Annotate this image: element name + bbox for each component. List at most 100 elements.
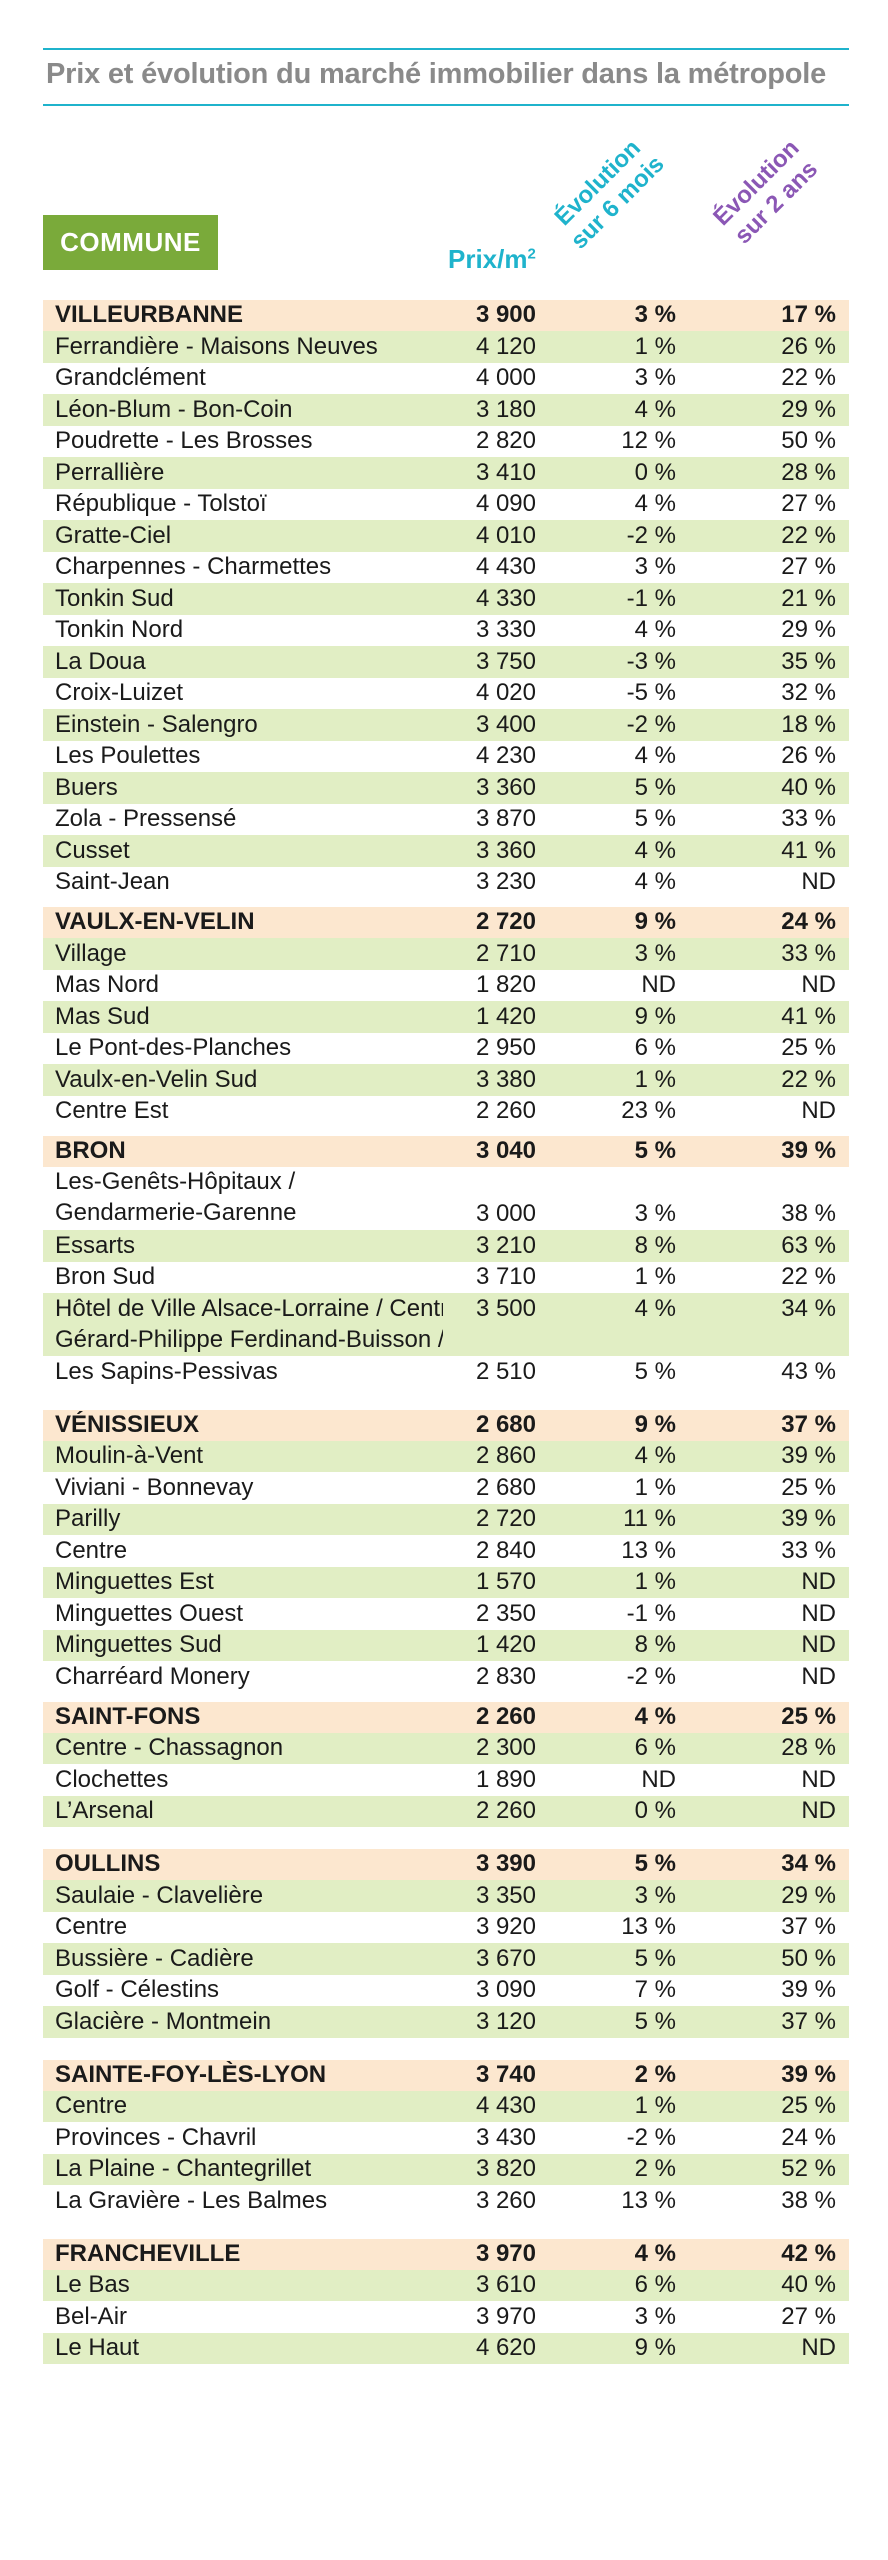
- row-name: Le Pont-des-Planches: [55, 1034, 292, 1061]
- row-evolution-6m: -1 %: [626, 1599, 676, 1627]
- district-row: Bron Sud 3 710 1 % 22 %: [43, 1261, 849, 1293]
- row-name: Provinces - Chavril: [55, 2123, 257, 2151]
- row-evolution-2y: 22 %: [781, 364, 836, 391]
- row-evolution-2y: 40 %: [781, 2271, 836, 2298]
- row-evolution-2y: 34 %: [781, 1850, 836, 1877]
- section-spacer: [43, 1827, 849, 1849]
- row-price: 3 090: [475, 1976, 536, 2003]
- district-row: Minguettes Est 1 570 1 % ND: [43, 1566, 849, 1598]
- row-price: 4 330: [475, 584, 536, 612]
- district-row: Minguettes Sud 1 420 8 % ND: [43, 1629, 849, 1661]
- row-price: 3 360: [475, 773, 536, 801]
- commune-row: FRANCHEVILLE 3 970 4 % 42 %: [43, 2238, 849, 2270]
- row-evolution-6m: 7 %: [634, 1976, 676, 2003]
- row-evolution-2y: ND: [801, 1568, 836, 1595]
- row-evolution-2y: 40 %: [781, 773, 836, 801]
- commune-row: OULLINS 3 390 5 % 34 %: [43, 1849, 849, 1880]
- row-price: 3 210: [475, 1231, 536, 1259]
- row-price: 1 820: [475, 971, 536, 998]
- row-evolution-2y: 42 %: [781, 2239, 836, 2267]
- row-name: Léon-Blum - Bon-Coin: [55, 395, 293, 423]
- row-evolution-6m: 1 %: [634, 1065, 676, 1093]
- commune-header: COMMUNE: [43, 215, 218, 270]
- row-name: La Doua: [55, 647, 146, 675]
- row-price: 3 970: [475, 2239, 536, 2267]
- row-evolution-2y: 25 %: [781, 1702, 836, 1730]
- row-evolution-2y: ND: [801, 1097, 836, 1124]
- row-evolution-6m: 4 %: [634, 868, 676, 895]
- district-row: Golf - Célestins 3 090 7 % 39 %: [43, 1974, 849, 2006]
- district-row: Grandclément 4 000 3 % 22 %: [43, 362, 849, 394]
- row-price: 3 350: [475, 1881, 536, 1909]
- row-evolution-2y: 24 %: [781, 2123, 836, 2151]
- row-name: Tonkin Nord: [55, 616, 184, 643]
- row-name: Le Bas: [55, 2271, 130, 2298]
- district-row: République - Tolstoï 4 090 4 % 27 %: [43, 488, 849, 520]
- district-row: Centre 2 840 13 % 33 %: [43, 1535, 849, 1567]
- row-evolution-2y: 29 %: [781, 616, 836, 643]
- row-name: Glacière - Montmein: [55, 2007, 272, 2035]
- district-row: Centre 3 920 13 % 37 %: [43, 1911, 849, 1943]
- row-price: 2 720: [475, 1505, 536, 1532]
- section-spacer: [43, 2038, 849, 2060]
- section-spacer: [43, 1388, 849, 1410]
- row-evolution-6m: 3 %: [634, 1200, 676, 1227]
- row-price: 3 670: [475, 1944, 536, 1972]
- commune-row: SAINTE-FOY-LÈS-LYON 3 740 2 % 39 %: [43, 2059, 849, 2091]
- row-name: SAINT-FONS: [55, 1702, 201, 1730]
- row-name: Golf - Célestins: [55, 1976, 220, 2003]
- row-name: Les Poulettes: [55, 742, 201, 769]
- row-evolution-6m: 8 %: [634, 1631, 676, 1658]
- row-evolution-2y: ND: [801, 1765, 836, 1793]
- row-evolution-2y: 33 %: [781, 939, 836, 967]
- row-price: 3 750: [475, 647, 536, 675]
- district-row: Les-Genêts-Hôpitaux / Gendarmerie-Garenn…: [43, 1167, 849, 1230]
- row-price: 3 920: [475, 1913, 536, 1940]
- row-price: 3 260: [475, 2186, 536, 2214]
- row-evolution-2y: ND: [801, 1662, 836, 1690]
- row-price: 1 570: [475, 1568, 536, 1595]
- row-evolution-6m: 4 %: [634, 836, 676, 864]
- section-spacer: [43, 1127, 849, 1136]
- row-evolution-2y: 37 %: [781, 1913, 836, 1940]
- row-name: Centre: [55, 2092, 128, 2119]
- row-evolution-2y: 25 %: [781, 1473, 836, 1501]
- row-price: 4 000: [475, 364, 536, 391]
- row-name: FRANCHEVILLE: [55, 2239, 241, 2267]
- row-evolution-6m: 6 %: [634, 2271, 676, 2298]
- row-name: Moulin-à-Vent: [55, 1442, 204, 1469]
- district-row: Vaulx-en-Velin Sud 3 380 1 % 22 %: [43, 1064, 849, 1096]
- row-evolution-2y: 39 %: [781, 1976, 836, 2003]
- row-name: Grandclément: [55, 364, 206, 391]
- row-name: Minguettes Ouest: [55, 1599, 244, 1627]
- page-title: Prix et évolution du marché immobilier d…: [46, 58, 827, 90]
- row-evolution-6m: 4 %: [634, 1702, 676, 1730]
- row-name: Charréard Monery: [55, 1662, 250, 1690]
- row-price: 1 890: [475, 1765, 536, 1793]
- row-name: Le Haut: [55, 2334, 140, 2361]
- row-name: Bel-Air: [55, 2302, 128, 2330]
- row-name: La Plaine - Chantegrillet: [55, 2155, 312, 2182]
- row-price: 3 400: [475, 710, 536, 738]
- district-row: Moulin-à-Vent 2 860 4 % 39 %: [43, 1440, 849, 1472]
- row-evolution-6m: [536, 1354, 676, 1356]
- commune-row: VILLEURBANNE 3 900 3 % 17 %: [43, 300, 849, 331]
- row-name: Minguettes Est: [55, 1568, 214, 1595]
- row-evolution-2y: 38 %: [781, 2186, 836, 2214]
- row-evolution-6m: 1 %: [634, 1263, 676, 1290]
- row-price: 4 090: [475, 490, 536, 517]
- district-row: Saulaie - Clavelière 3 350 3 % 29 %: [43, 1880, 849, 1912]
- row-evolution-6m: 1 %: [634, 1568, 676, 1595]
- row-evolution-2y: 21 %: [781, 584, 836, 612]
- row-name: Centre Est: [55, 1097, 169, 1124]
- row-evolution-2y: 43 %: [781, 1357, 836, 1385]
- row-evolution-2y: ND: [801, 2334, 836, 2361]
- row-evolution-2y: 26 %: [781, 742, 836, 769]
- row-evolution-6m: 4 %: [634, 2239, 676, 2267]
- commune-row: BRON 3 040 5 % 39 %: [43, 1136, 849, 1167]
- row-price: 3 390: [475, 1850, 536, 1877]
- row-price: 4 620: [475, 2334, 536, 2361]
- section-spacer: [43, 1693, 849, 1702]
- district-row: Charréard Monery 2 830 -2 % ND: [43, 1661, 849, 1693]
- row-price: 4 230: [475, 742, 536, 769]
